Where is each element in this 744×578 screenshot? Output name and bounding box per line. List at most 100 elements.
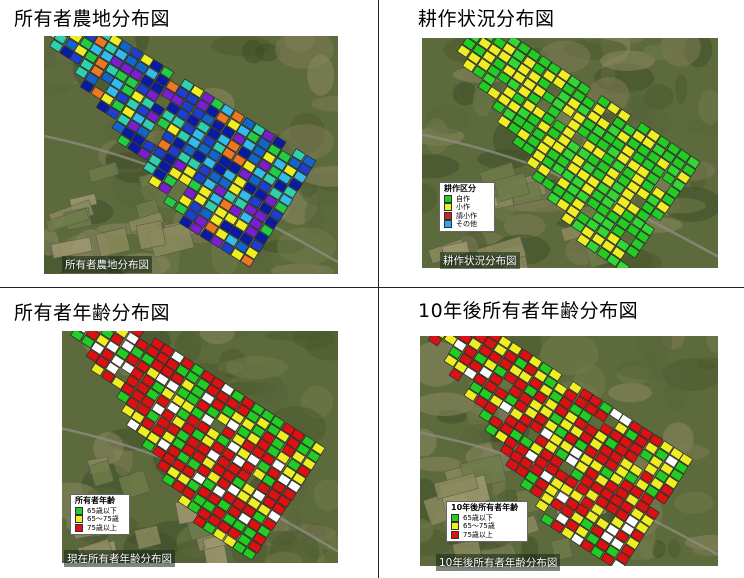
- parcel: [231, 475, 246, 490]
- parcel: [291, 148, 306, 162]
- parcel: [231, 432, 247, 447]
- parcel: [630, 237, 645, 252]
- parcel: [115, 91, 130, 105]
- legend-label: 請小作: [456, 211, 477, 220]
- parcel: [518, 391, 533, 406]
- parcel: [232, 153, 247, 167]
- parcel: [242, 526, 258, 540]
- parcel: [661, 149, 676, 164]
- terrain-patch: [420, 518, 434, 543]
- parcel: [185, 92, 200, 106]
- parcel: [177, 494, 192, 508]
- parcel: [176, 407, 191, 422]
- parcel: [252, 144, 267, 159]
- parcel: [125, 97, 141, 112]
- panel-title-owner-farmland: 所有者農地分布図: [14, 8, 171, 30]
- parcel: [247, 540, 263, 554]
- parcel: [110, 354, 125, 368]
- legend-item: その他: [444, 220, 490, 229]
- parcel: [502, 107, 517, 122]
- parcel: [105, 361, 120, 376]
- parcel: [100, 347, 115, 362]
- parcel: [578, 409, 593, 423]
- parcel: [595, 516, 610, 531]
- parcel: [68, 51, 84, 66]
- terrain-patch: [264, 331, 328, 341]
- terrain-patch: [643, 84, 674, 110]
- parcel: [139, 53, 155, 67]
- parcel: [269, 208, 284, 223]
- parcel: [492, 57, 507, 71]
- parcel: [267, 509, 282, 524]
- parcel: [659, 462, 675, 476]
- parcel: [178, 194, 193, 208]
- parcel: [619, 478, 635, 493]
- parcel: [513, 420, 529, 435]
- parcel: [584, 402, 599, 416]
- parcel: [498, 357, 513, 371]
- parcel: [266, 488, 282, 502]
- parcel: [79, 58, 94, 72]
- parcel: [251, 424, 266, 438]
- parcel: [635, 165, 651, 179]
- farm-plot: [87, 161, 120, 183]
- parcel: [230, 389, 246, 403]
- parcel: [243, 181, 258, 196]
- parcel: [462, 58, 477, 73]
- parcel: [640, 513, 655, 528]
- parcel: [540, 513, 555, 527]
- parcel: [570, 532, 585, 547]
- parcel: [296, 442, 311, 457]
- aerial-map-svg: [44, 36, 338, 274]
- parcel: [531, 105, 547, 120]
- parcel: [239, 232, 254, 246]
- parcel: [483, 336, 498, 351]
- parcel: [571, 153, 586, 168]
- parcel: [247, 173, 262, 188]
- parcel: [509, 450, 524, 464]
- parcel: [586, 174, 601, 189]
- parcel: [605, 166, 621, 181]
- parcel: [529, 484, 545, 499]
- parcel: [158, 181, 173, 195]
- parcel: [549, 498, 565, 512]
- parcel: [160, 408, 176, 423]
- parcel: [150, 337, 165, 351]
- parcel: [161, 109, 176, 123]
- parcel: [463, 366, 478, 381]
- legend-owner-age: 所有者年齢 65歳以下 65～75歳 75歳以上: [70, 494, 130, 535]
- parcel: [584, 466, 600, 481]
- terrain-patch: [673, 491, 714, 514]
- parcel: [166, 444, 182, 459]
- parcel: [482, 72, 497, 86]
- parcel: [624, 514, 640, 529]
- parcel: [197, 507, 212, 521]
- parcel: [631, 129, 647, 144]
- parcel: [191, 449, 207, 464]
- parcel: [650, 164, 666, 179]
- parcel: [646, 193, 661, 208]
- parcel: [606, 101, 621, 116]
- parcel: [560, 212, 576, 226]
- parcel: [596, 95, 611, 109]
- parcel: [176, 450, 191, 465]
- parcel: [297, 162, 312, 176]
- terrain-patch: [307, 54, 335, 96]
- parcel: [221, 426, 236, 440]
- parcel: [624, 449, 639, 464]
- parcel: [616, 173, 632, 188]
- parcel: [517, 85, 532, 99]
- parcel: [566, 118, 582, 133]
- parcel: [166, 401, 181, 415]
- parcel: [196, 377, 211, 392]
- parcel: [180, 399, 196, 414]
- parcel: [591, 167, 607, 182]
- parcel: [640, 492, 655, 506]
- parcel: [190, 84, 205, 99]
- parcel: [130, 89, 145, 104]
- parcel: [192, 171, 208, 185]
- parcel: [185, 370, 200, 385]
- parcel: [228, 204, 243, 218]
- parcel: [272, 157, 288, 172]
- parcel: [170, 350, 185, 364]
